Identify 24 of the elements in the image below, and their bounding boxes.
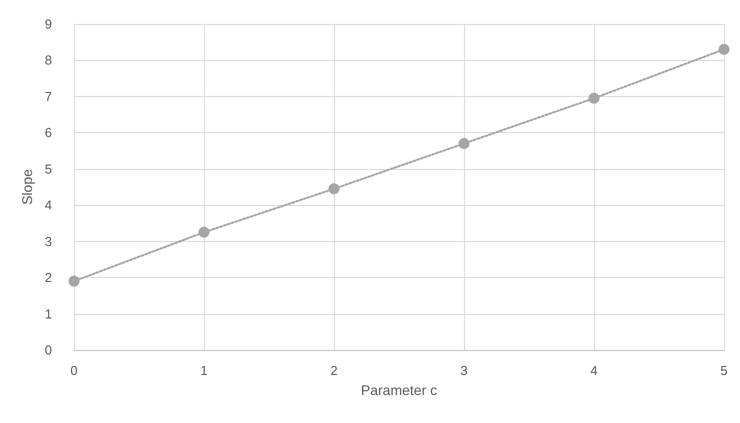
x-tick-label: 1: [200, 363, 208, 378]
x-tick-label: 5: [720, 363, 728, 378]
y-tick-label: 6: [44, 125, 52, 140]
x-tick-label: 3: [460, 363, 468, 378]
point: [458, 138, 470, 150]
point: [718, 44, 730, 55]
y-tick-label: 9: [44, 16, 52, 32]
y-tick-label: 5: [44, 161, 52, 176]
y-tick-label: 7: [44, 88, 52, 104]
y-tick-label: 2: [44, 270, 52, 286]
y-tick-label: 1: [44, 306, 52, 322]
x-axis-title: Parameter c: [360, 382, 438, 398]
point: [328, 183, 340, 194]
x-tick-label: 2: [330, 363, 338, 378]
point: [68, 276, 80, 287]
point: [198, 226, 210, 238]
y-tick-label: 0: [44, 342, 52, 358]
y-tick-label: 4: [44, 198, 52, 213]
y-tick-label: 3: [44, 234, 52, 249]
x-tick-label: 0: [70, 363, 78, 378]
x-tick-label: 4: [590, 363, 598, 378]
y-axis-title: Slope: [18, 168, 35, 205]
y-tick-label: 8: [44, 52, 52, 68]
point: [588, 92, 600, 104]
